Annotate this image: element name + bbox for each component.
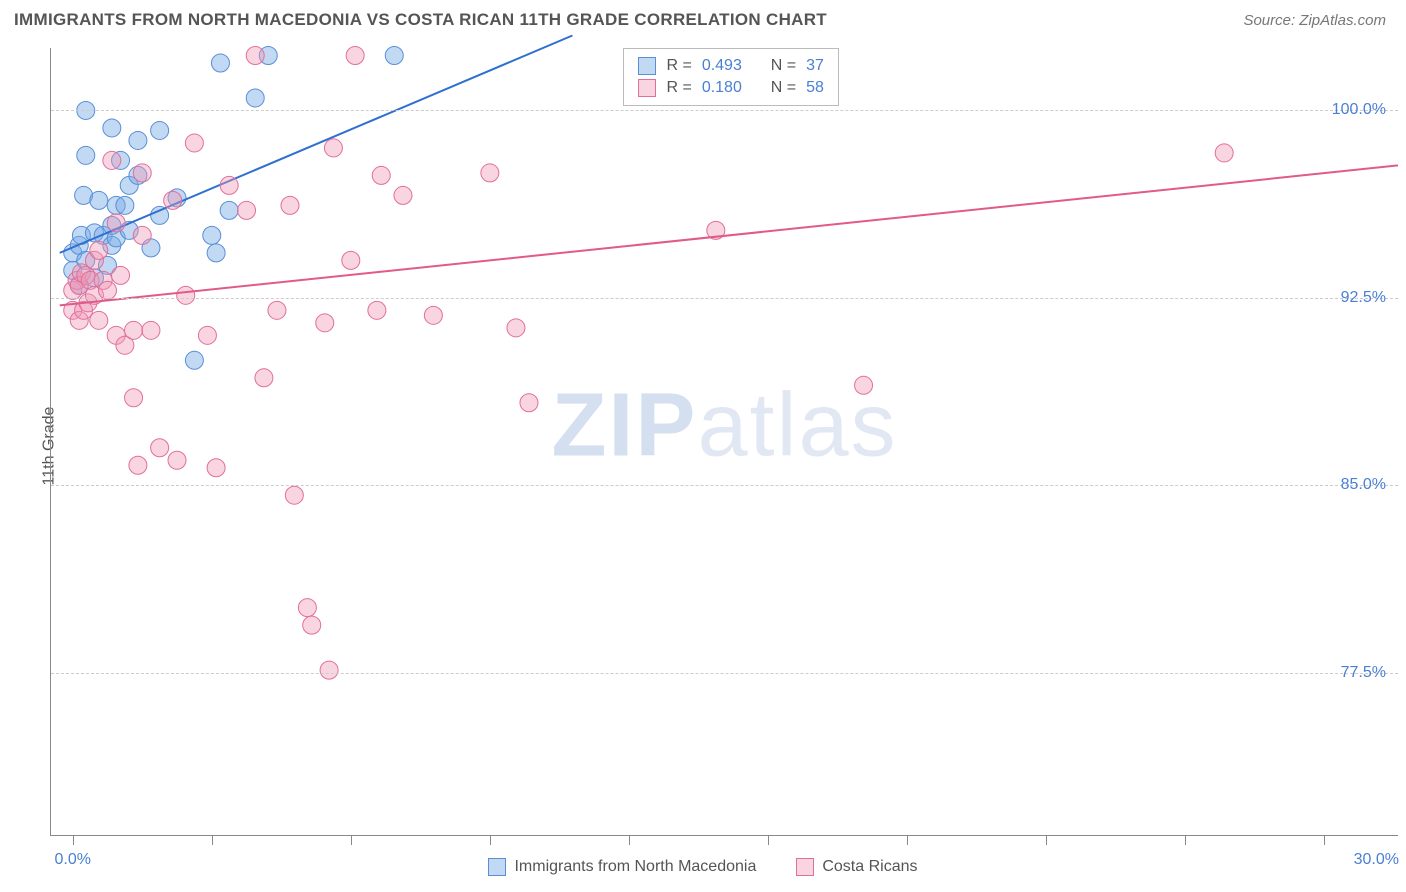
data-point	[90, 311, 108, 329]
data-point	[303, 616, 321, 634]
gridline	[51, 110, 1398, 111]
data-point	[151, 206, 169, 224]
gridline	[51, 485, 1398, 486]
stats-row: R = 0.180 N = 58	[638, 77, 823, 99]
x-tick	[351, 835, 352, 845]
data-point	[185, 134, 203, 152]
data-point	[211, 54, 229, 72]
data-point	[238, 201, 256, 219]
data-point	[220, 176, 238, 194]
data-point	[481, 164, 499, 182]
data-point	[1215, 144, 1233, 162]
data-point	[207, 459, 225, 477]
correlation-stats-box: R = 0.493 N = 37R = 0.180 N = 58	[623, 48, 838, 106]
gridline	[51, 673, 1398, 674]
data-point	[129, 131, 147, 149]
data-point	[125, 389, 143, 407]
data-point	[372, 166, 390, 184]
data-point	[507, 319, 525, 337]
x-tick	[212, 835, 213, 845]
data-point	[342, 251, 360, 269]
data-point	[98, 281, 116, 299]
stats-row: R = 0.493 N = 37	[638, 55, 823, 77]
chart-title: IMMIGRANTS FROM NORTH MACEDONIA VS COSTA…	[14, 10, 827, 30]
data-point	[220, 201, 238, 219]
data-point	[133, 226, 151, 244]
data-point	[177, 286, 195, 304]
data-point	[133, 164, 151, 182]
x-tick	[73, 835, 74, 845]
data-point	[129, 456, 147, 474]
data-point	[142, 321, 160, 339]
data-point	[246, 89, 264, 107]
scatter-svg	[51, 48, 1398, 835]
data-point	[368, 301, 386, 319]
y-tick-label: 92.5%	[1341, 289, 1386, 307]
data-point	[285, 486, 303, 504]
data-point	[164, 191, 182, 209]
data-point	[316, 314, 334, 332]
data-point	[168, 451, 186, 469]
legend-item: Costa Ricans	[796, 858, 917, 876]
legend-item: Immigrants from North Macedonia	[488, 858, 756, 876]
data-point	[107, 214, 125, 232]
x-tick	[1185, 835, 1186, 845]
data-point	[255, 369, 273, 387]
data-point	[203, 226, 221, 244]
chart-plot-area: ZIPatlas R = 0.493 N = 37R = 0.180 N = 5…	[50, 48, 1398, 836]
x-tick	[629, 835, 630, 845]
x-tick	[1046, 835, 1047, 845]
data-point	[185, 351, 203, 369]
data-point	[246, 46, 264, 64]
data-point	[198, 326, 216, 344]
data-point	[103, 119, 121, 137]
data-point	[424, 306, 442, 324]
data-point	[90, 241, 108, 259]
data-point	[855, 376, 873, 394]
bottom-legend: Immigrants from North Macedonia Costa Ric…	[0, 858, 1406, 876]
y-tick-label: 85.0%	[1341, 476, 1386, 494]
data-point	[298, 599, 316, 617]
data-point	[346, 46, 364, 64]
gridline	[51, 298, 1398, 299]
data-point	[324, 139, 342, 157]
trend-line	[60, 165, 1398, 305]
data-point	[112, 266, 130, 284]
x-tick	[490, 835, 491, 845]
data-point	[394, 186, 412, 204]
data-point	[268, 301, 286, 319]
data-point	[281, 196, 299, 214]
data-point	[385, 46, 403, 64]
data-point	[520, 394, 538, 412]
data-point	[125, 321, 143, 339]
data-point	[207, 244, 225, 262]
y-tick-label: 77.5%	[1341, 664, 1386, 682]
data-point	[90, 191, 108, 209]
data-point	[103, 151, 121, 169]
y-tick-label: 100.0%	[1332, 101, 1386, 119]
data-point	[116, 196, 134, 214]
data-point	[77, 146, 95, 164]
data-point	[151, 439, 169, 457]
x-tick	[1324, 835, 1325, 845]
x-tick	[907, 835, 908, 845]
x-tick	[768, 835, 769, 845]
data-point	[320, 661, 338, 679]
source-attribution: Source: ZipAtlas.com	[1243, 12, 1386, 29]
data-point	[151, 121, 169, 139]
